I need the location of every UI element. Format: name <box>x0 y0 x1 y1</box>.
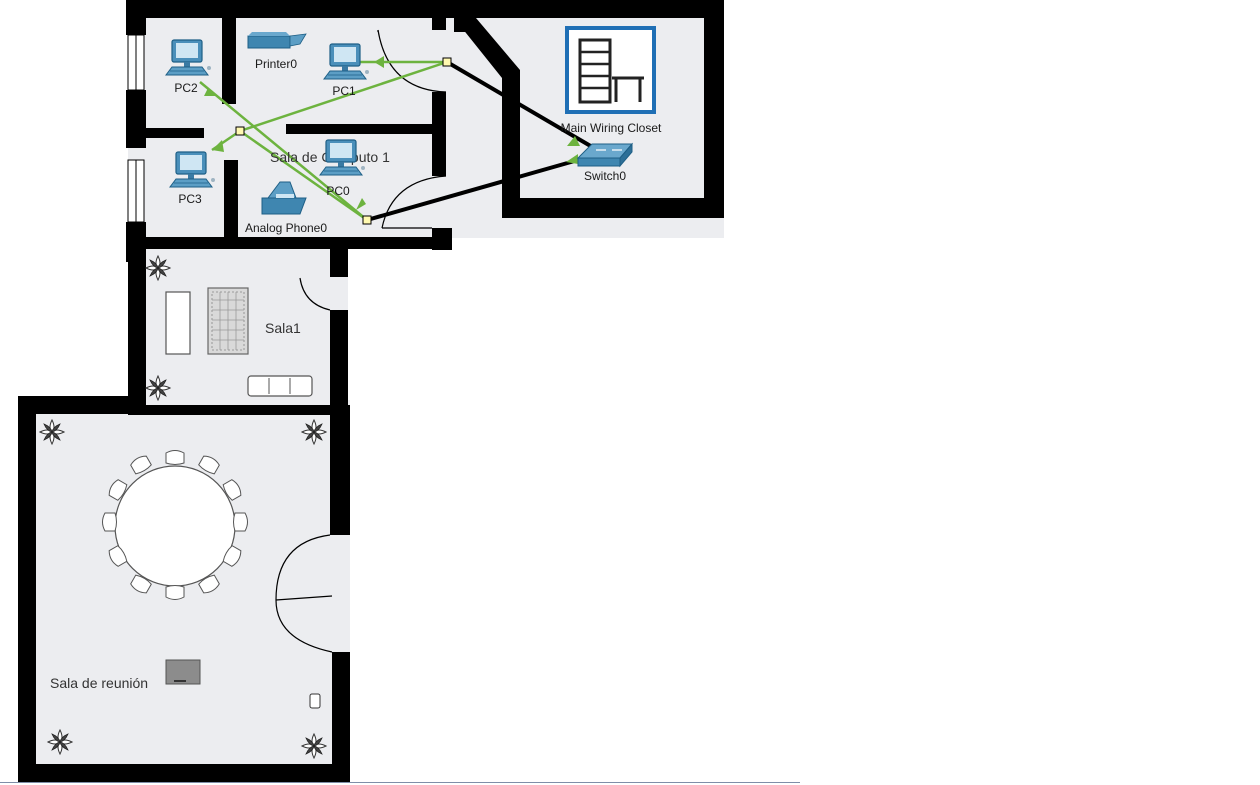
plant-icon <box>145 255 171 281</box>
wall-outlet-icon <box>309 693 321 709</box>
wiring-rack-icon[interactable] <box>565 26 656 114</box>
doors <box>275 29 447 653</box>
room-label-meeting: Sala de reunión <box>50 675 148 691</box>
window-pc2 <box>127 34 145 91</box>
device-pc0[interactable]: PC0 <box>319 139 366 198</box>
plant-icon <box>145 375 171 401</box>
device-label-analog-phone0: Analog Phone0 <box>245 221 327 235</box>
window-pc3 <box>127 159 145 223</box>
device-label-printer0: Printer0 <box>255 57 297 71</box>
sala1-table <box>165 291 191 355</box>
plant-icon <box>301 733 327 759</box>
device-switch0[interactable]: Switch0 <box>576 142 634 183</box>
switch-icon <box>576 142 634 168</box>
device-label-pc2: PC2 <box>174 81 198 95</box>
walls <box>18 0 724 782</box>
device-label-pc0: PC0 <box>326 184 350 198</box>
floors <box>20 0 724 782</box>
device-pc3[interactable]: PC3 <box>169 151 216 206</box>
device-label-pc1: PC1 <box>332 84 356 98</box>
device-label-pc3: PC3 <box>178 192 202 206</box>
meeting-table <box>102 450 248 600</box>
device-pc1[interactable]: PC1 <box>323 43 370 98</box>
device-printer0[interactable]: Printer0 <box>247 32 307 71</box>
plant-icon <box>39 419 65 445</box>
room-label-sala1: Sala1 <box>265 320 301 336</box>
canvas-bottom-border <box>0 782 800 783</box>
device-pc2[interactable]: PC2 <box>165 39 212 95</box>
plant-icon <box>47 729 73 755</box>
device-analog-phone0[interactable]: Analog Phone0 <box>245 181 327 235</box>
projector-icon[interactable] <box>165 659 201 685</box>
device-label-switch0: Switch0 <box>584 169 626 183</box>
rug-icon <box>207 287 249 355</box>
printer-icon <box>247 32 307 49</box>
analog-phone-icon <box>261 181 307 215</box>
room-label-wiring-closet: Main Wiring Closet <box>561 121 662 135</box>
links <box>199 56 596 225</box>
plant-icon <box>301 419 327 445</box>
sofa-icon <box>247 375 313 397</box>
